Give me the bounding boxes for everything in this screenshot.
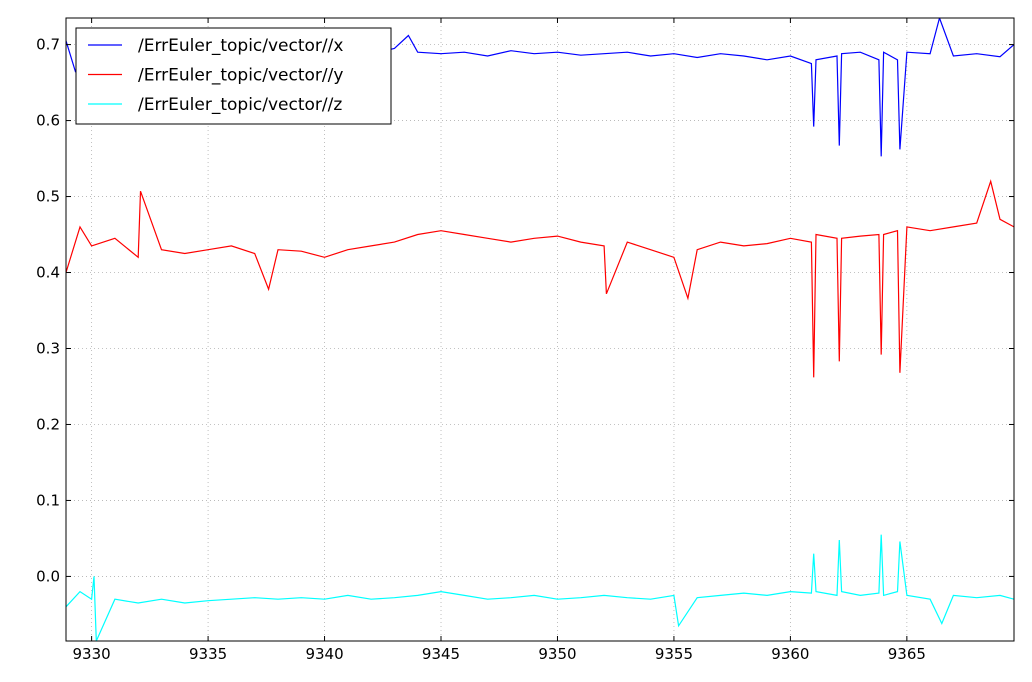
x-tick-label: 9355 [655, 645, 693, 663]
series-line-2 [66, 179, 1014, 378]
y-tick-label: 0.2 [36, 415, 60, 433]
legend-label-3: /ErrEuler_topic/vector//z [138, 95, 342, 115]
y-tick-label: 0.3 [36, 339, 60, 357]
x-tick-label: 9335 [189, 645, 227, 663]
y-tick-label: 0.0 [36, 567, 60, 585]
x-tick-label: 9340 [305, 645, 343, 663]
legend-box [75, 27, 392, 125]
x-tick-label: 9365 [888, 645, 926, 663]
series-line-3 [66, 534, 1014, 641]
axes: 9330 9335 9340 9345 9350 9355 9360 9365 0.0 0.1 0.… [36, 17, 1015, 663]
x-tick-label: 9360 [771, 645, 809, 663]
y-tick-label: 0.5 [36, 188, 60, 206]
legend-label-1: /ErrEuler_topic/vector//x [138, 36, 343, 56]
y-tick-label: 0.1 [36, 491, 60, 509]
y-tick-label: 0.7 [36, 36, 60, 54]
y-tick-label: 0.6 [36, 112, 60, 130]
legend-label-2: /ErrEuler_topic/vector//y [138, 66, 343, 86]
x-tick-label: 9345 [422, 645, 460, 663]
y-tick-label: 0.4 [36, 264, 60, 282]
x-tick-label: 9350 [538, 645, 576, 663]
plot-frame [65, 17, 1015, 642]
x-tick-label: 9330 [73, 645, 111, 663]
legend: /ErrEuler_topic/vector//x/ErrEuler_topic… [75, 27, 392, 125]
